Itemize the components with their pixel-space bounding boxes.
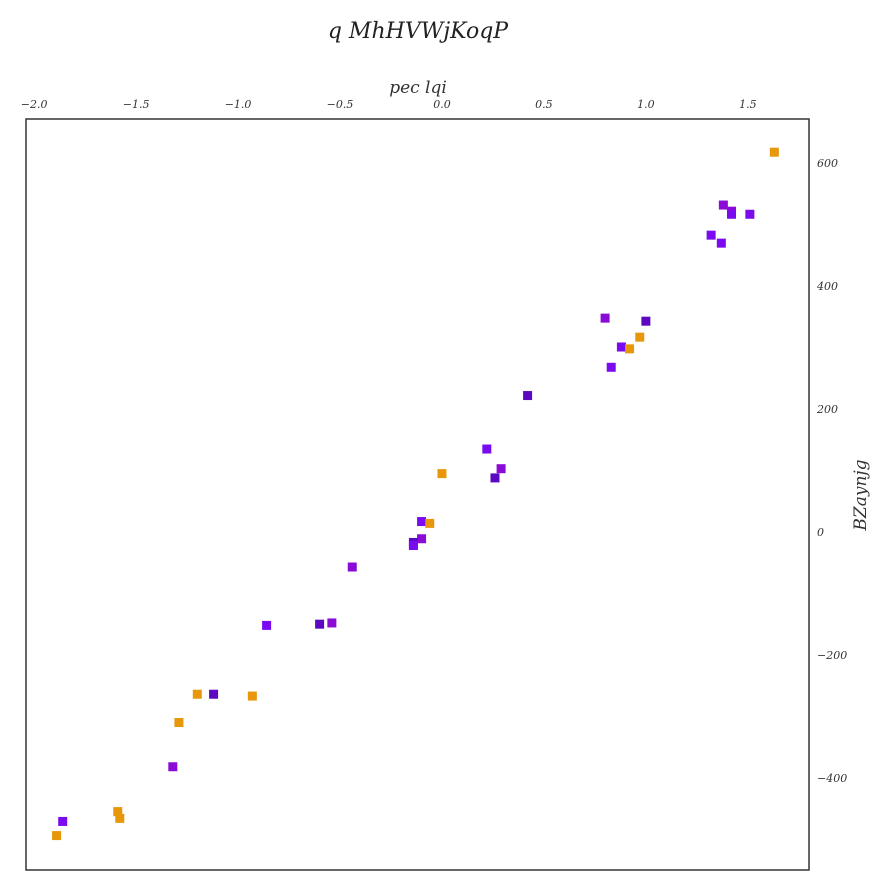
y-tick-labels: −400 −200 0 200 400 600 [816,157,847,785]
data-point [209,689,219,699]
data-point [174,718,184,728]
plot-frame [25,118,810,871]
data-point [482,444,492,454]
data-point [523,391,533,401]
data-point [113,807,123,817]
x-tick-label: 0.5 [535,98,553,111]
data-point [58,816,68,826]
x-tick-labels: −2.0 −1.5 −1.0 −0.5 0.0 0.5 1.0 1.5 [21,98,757,111]
y-tick-label: −400 [817,772,847,785]
y-tick-label: 400 [816,280,838,293]
data-point [262,620,272,630]
data-point [769,147,779,157]
y-tick-label: 600 [817,157,838,170]
data-point [192,689,202,699]
x-tick-label: 1.0 [637,98,655,111]
data-point [437,469,447,479]
data-point [600,313,610,323]
x-tick-label: −0.5 [327,98,354,111]
data-point [425,518,435,528]
data-point [606,362,616,372]
data-point [718,200,728,210]
data-points [52,147,779,841]
data-point [52,831,62,841]
data-point [745,209,755,219]
x-tick-label: −1.5 [123,98,150,111]
data-point [496,464,506,474]
data-point [635,332,645,342]
data-point [408,541,418,551]
data-point [247,691,257,701]
x-tick-label: 1.5 [739,98,757,111]
x-tick-label: −1.0 [225,98,252,111]
data-point [706,230,716,240]
data-point [641,316,651,326]
data-point [727,209,737,219]
chart-title: q MhHVWjKoqP [328,19,509,44]
y-axis-label: BZaynjg [851,459,871,531]
data-point [168,762,178,772]
x-tick-label: −2.0 [21,98,48,111]
data-point [616,342,626,352]
data-point [347,562,357,572]
data-point [417,517,427,527]
y-tick-label: 0 [817,526,824,539]
y-tick-label: −200 [817,649,847,662]
data-point [625,344,635,354]
x-tick-label: 0.0 [433,98,451,111]
y-tick-label: 200 [816,403,838,416]
data-point [315,619,325,629]
x-axis-label: pec lqi [389,78,447,98]
data-point [115,813,125,823]
data-point [327,618,337,628]
data-point [490,473,500,483]
data-point [417,534,427,544]
data-point [716,238,726,248]
